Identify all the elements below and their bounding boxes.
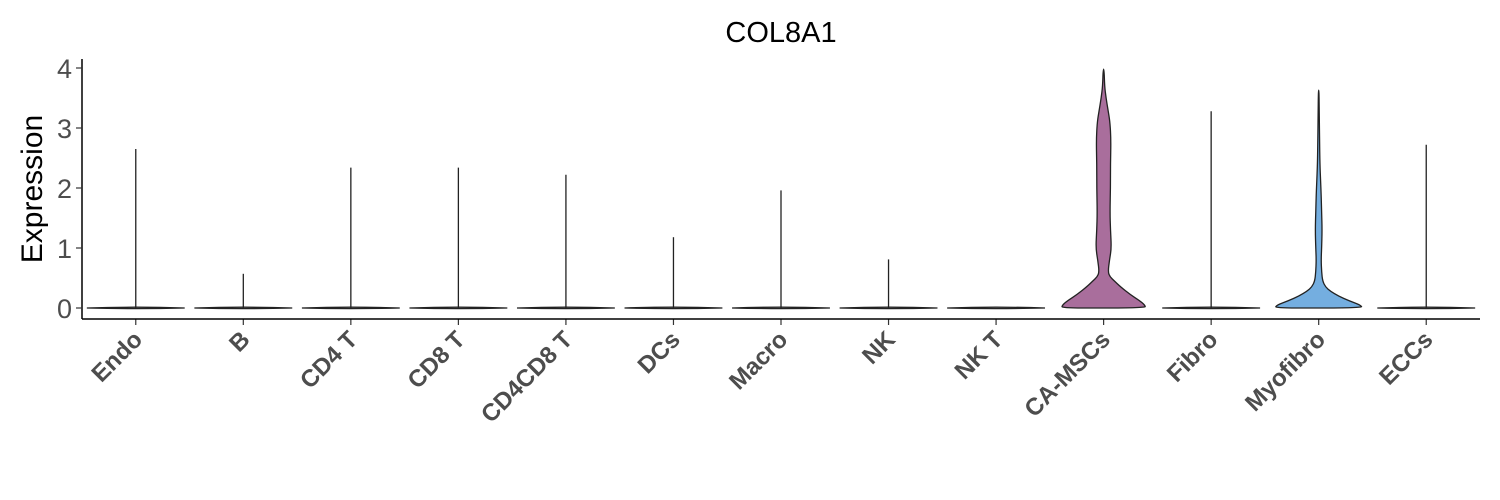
violin-ca-mscs [1061, 68, 1146, 309]
axes-layer: Endo B CD4 T CD8 T CD4CD8 T DCs Macro NK NK T CA-… [57, 54, 1480, 428]
x-tick-label: Macro [724, 326, 793, 395]
y-tick-label: 2 [57, 174, 72, 204]
x-tick-label: CD4CD8 T [476, 326, 578, 428]
x-tick-label: DCs [633, 326, 686, 379]
x-tick-label: CA-MSCs [1019, 326, 1115, 422]
x-tick-label: ECCs [1374, 326, 1438, 390]
violin-myofibro [1275, 89, 1363, 309]
violins-layer [86, 68, 1476, 310]
x-tick-label: CD8 T [403, 326, 471, 394]
x-tick-label: Myofibro [1240, 326, 1331, 417]
x-tick-label: NK [857, 326, 901, 370]
x-tick-label: B [224, 326, 255, 357]
y-tick-label: 4 [57, 54, 72, 84]
y-tick-label: 1 [57, 234, 72, 264]
violin-base-nk-t [947, 306, 1046, 310]
y-tick-label: 3 [57, 114, 72, 144]
y-axis-label: Expression [16, 115, 49, 263]
x-tick-label: CD4 T [295, 326, 363, 394]
x-tick-label: Fibro [1162, 326, 1224, 388]
y-tick-label: 0 [57, 294, 72, 324]
x-tick-label: Endo [86, 326, 148, 388]
x-tick-label: NK T [950, 326, 1009, 385]
chart-title: COL8A1 [725, 17, 836, 49]
